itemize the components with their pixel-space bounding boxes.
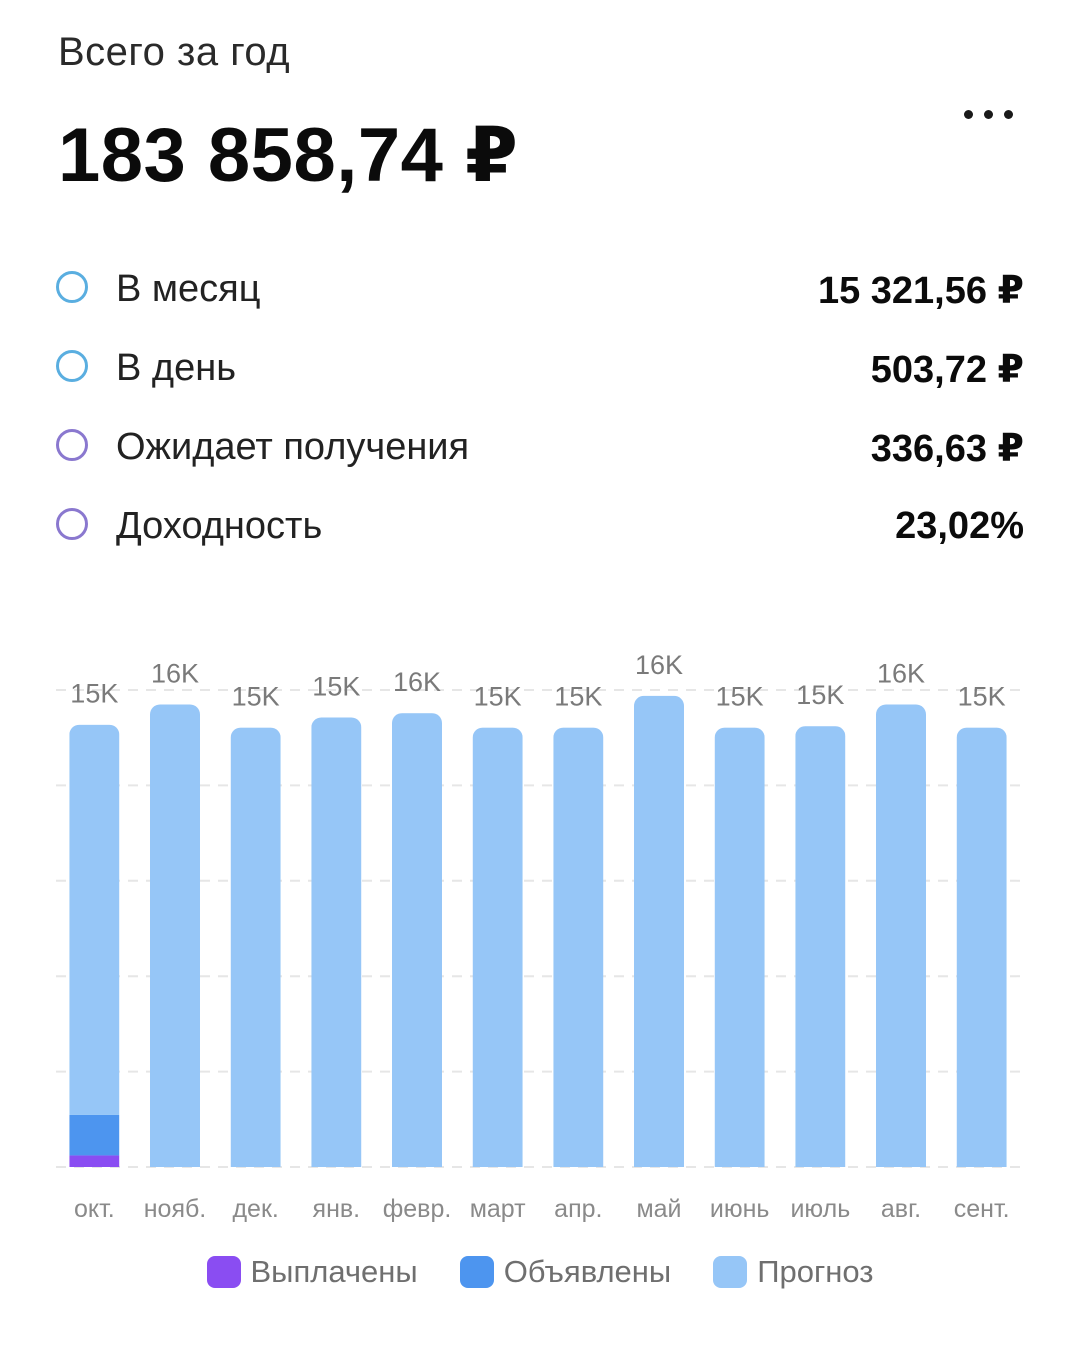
bar-forecast	[392, 713, 442, 1167]
x-tick-label: июнь	[710, 1195, 770, 1223]
legend-item-forecast[interactable]: Прогноз	[713, 1254, 873, 1290]
stat-label: В день	[116, 347, 236, 389]
stat-row-yield: Доходность 23,02%	[56, 499, 1024, 578]
bar-forecast	[714, 727, 765, 1167]
stat-row-monthly: В месяц 15 321,56 ₽	[56, 262, 1024, 341]
stat-value: 503,72 ₽	[870, 349, 1024, 391]
bar-forecast	[230, 727, 281, 1167]
x-tick-label: июль	[790, 1195, 850, 1223]
more-options-button[interactable]	[950, 96, 1026, 132]
bar-value-label: 15K	[554, 682, 602, 712]
stats-list: В месяц 15 321,56 ₽ В день 503,72 ₽ Ожид…	[56, 262, 1024, 578]
bar-value-label: 15K	[958, 682, 1006, 712]
bar-value-label: 15K	[232, 682, 280, 712]
more-dot-icon	[1003, 109, 1013, 119]
legend-swatch	[206, 1256, 241, 1288]
bar-value-label: 15K	[796, 680, 844, 710]
bar-value-label: 15K	[70, 679, 118, 709]
annual-total: 183 858,74 ₽	[58, 113, 519, 198]
bar-forecast	[311, 717, 362, 1167]
stat-label: Доходность	[116, 505, 323, 547]
stat-row-pending: Ожидает получения 336,63 ₽	[56, 420, 1024, 499]
x-tick-label: апр.	[554, 1195, 602, 1223]
legend-label: Объявлены	[503, 1254, 672, 1289]
dividend-chart: 15K окт. 16K нояб. 15K дек. 15K янв. 16K февр. 15K…	[0, 620, 1080, 1240]
circle-icon	[56, 508, 88, 540]
bar-value-label: 16K	[393, 667, 441, 697]
x-tick-label: сент.	[954, 1195, 1010, 1223]
bar-value-label: 16K	[877, 658, 925, 688]
stat-value: 23,02%	[895, 505, 1024, 547]
x-tick-label: февр.	[383, 1195, 452, 1223]
bar-value-label: 15K	[716, 682, 764, 712]
stat-value: 336,63 ₽	[870, 428, 1024, 470]
circle-icon	[56, 429, 88, 461]
bar-announced	[69, 1114, 120, 1156]
bar-paid	[69, 1155, 120, 1167]
circle-icon	[56, 271, 88, 303]
chart-legend: Выплачены Объявлены Прогноз	[0, 1254, 1080, 1290]
circle-icon	[56, 350, 88, 382]
bar-value-label: 15K	[474, 682, 522, 712]
bar-forecast	[795, 726, 846, 1167]
more-dot-icon	[983, 109, 993, 119]
bar-forecast	[150, 704, 200, 1167]
bar-value-label: 16K	[151, 658, 199, 688]
stat-row-daily: В день 503,72 ₽	[56, 341, 1024, 420]
bar-forecast	[69, 724, 120, 1115]
bar-forecast	[634, 695, 684, 1167]
legend-label: Прогноз	[757, 1254, 874, 1289]
stat-label: В месяц	[116, 268, 261, 310]
x-tick-label: дек.	[232, 1195, 278, 1223]
legend-swatch	[459, 1256, 494, 1288]
bar-forecast	[956, 727, 1007, 1167]
x-tick-label: нояб.	[144, 1195, 207, 1223]
bar-forecast	[553, 727, 604, 1167]
bar-value-label: 16K	[635, 650, 683, 680]
bar-value-label: 15K	[312, 671, 360, 701]
legend-swatch	[713, 1256, 748, 1288]
x-tick-label: янв.	[313, 1195, 361, 1223]
stat-value: 15 321,56 ₽	[817, 270, 1024, 312]
bar-forecast	[472, 727, 523, 1167]
x-tick-label: март	[470, 1195, 526, 1223]
x-tick-label: авг.	[881, 1195, 921, 1223]
legend-label: Выплачены	[250, 1254, 418, 1289]
legend-item-announced[interactable]: Объявлены	[459, 1254, 672, 1290]
page-title: Всего за год	[58, 30, 291, 74]
chart-svg: 15K окт. 16K нояб. 15K дек. 15K янв. 16K февр. 15K…	[56, 650, 1024, 1223]
x-tick-label: окт.	[74, 1195, 115, 1223]
legend-item-paid[interactable]: Выплачены	[206, 1254, 418, 1290]
stat-label: Ожидает получения	[116, 426, 470, 468]
bar-forecast	[876, 704, 926, 1167]
x-tick-label: май	[636, 1195, 681, 1223]
more-dot-icon	[963, 109, 973, 119]
